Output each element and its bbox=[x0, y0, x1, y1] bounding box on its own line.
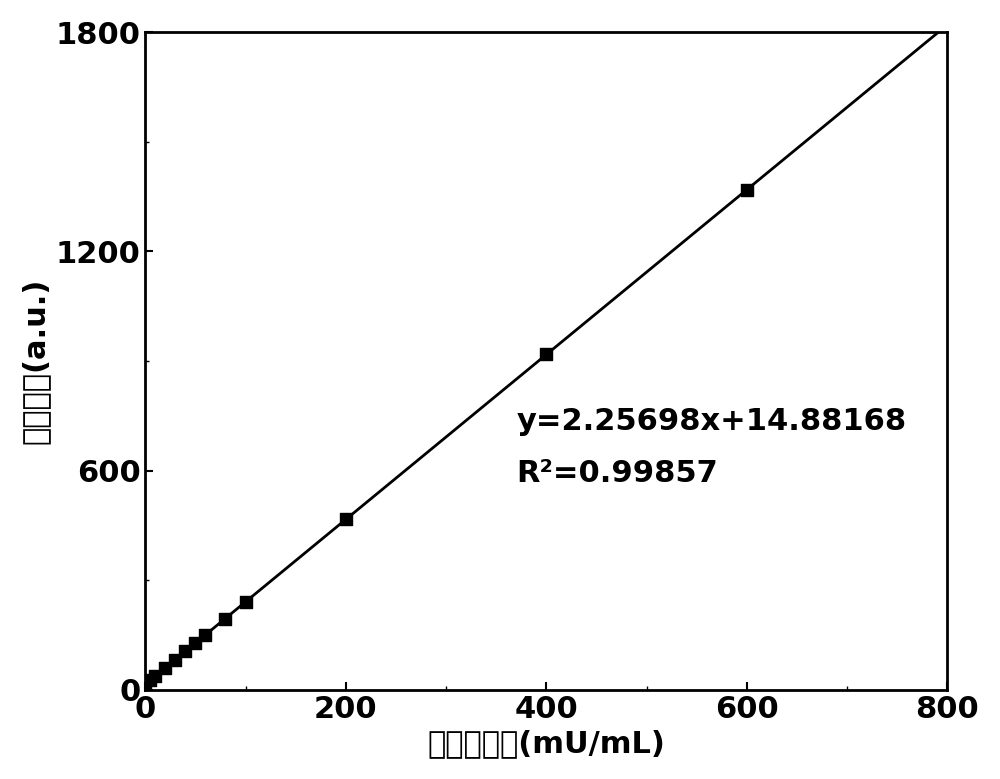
X-axis label: 脔肪酶活性(mU/mL): 脔肪酶活性(mU/mL) bbox=[427, 729, 665, 758]
Point bbox=[157, 661, 173, 674]
Text: y=2.25698x+14.88168: y=2.25698x+14.88168 bbox=[516, 407, 906, 436]
Point bbox=[147, 670, 163, 682]
Point bbox=[217, 612, 233, 625]
Point bbox=[197, 629, 213, 641]
Point bbox=[338, 513, 354, 526]
Point bbox=[538, 348, 554, 361]
Y-axis label: 药光强度(a.u.): 药光强度(a.u.) bbox=[21, 278, 50, 444]
Point bbox=[177, 645, 193, 657]
Point bbox=[187, 637, 203, 650]
Point bbox=[238, 596, 254, 608]
Point bbox=[142, 674, 158, 686]
Point bbox=[739, 184, 755, 196]
Text: R²=0.99857: R²=0.99857 bbox=[516, 459, 718, 488]
Point bbox=[167, 654, 183, 666]
Point bbox=[137, 678, 153, 690]
